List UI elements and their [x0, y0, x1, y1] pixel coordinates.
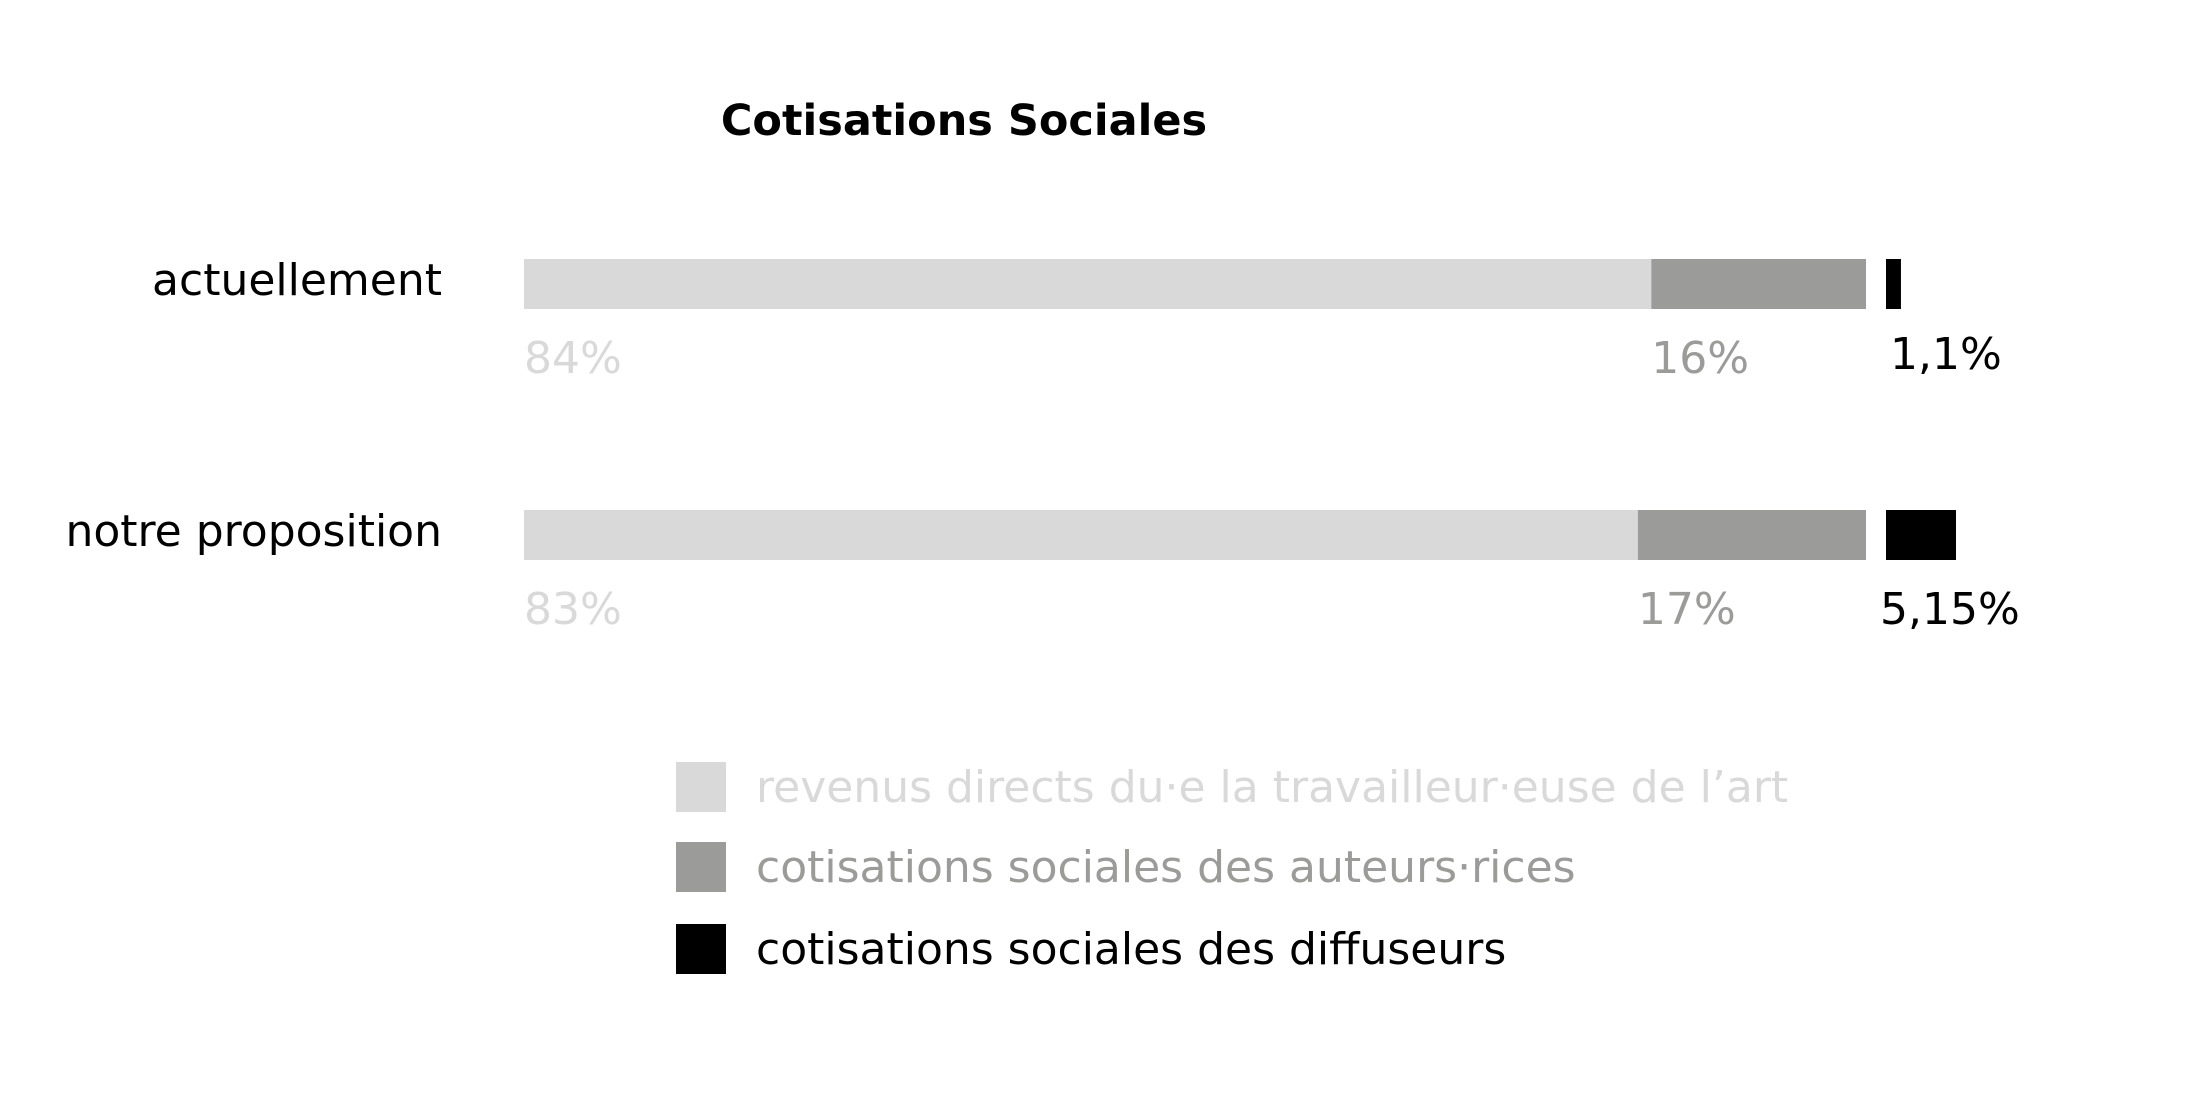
category-label: notre proposition — [66, 506, 443, 557]
value-label: 1,1% — [1890, 329, 2002, 380]
legend-label: revenus directs du·e la travailleur·euse… — [756, 762, 1788, 813]
bar-segment — [1637, 510, 1866, 560]
value-label: 16% — [1651, 333, 1749, 384]
bar-segment — [1651, 259, 1866, 309]
bar-segment — [524, 259, 1652, 309]
value-label: 83% — [524, 584, 622, 635]
bar-segment — [524, 510, 1638, 560]
value-label: 84% — [524, 333, 622, 384]
legend: revenus directs du·e la travailleur·euse… — [676, 762, 1788, 975]
bars: actuellement 84% 16% 1,1% notre proposition 8… — [66, 255, 2020, 635]
category-label: actuellement — [152, 255, 442, 306]
legend-swatch — [676, 924, 726, 974]
legend-swatch — [676, 842, 726, 892]
chart-title: Cotisations Sociales — [721, 96, 1207, 146]
bar-segment — [1886, 510, 1956, 560]
legend-label: cotisations sociales des auteurs·rices — [756, 842, 1576, 893]
legend-swatch — [676, 762, 726, 812]
value-label: 17% — [1638, 584, 1736, 635]
value-label: 5,15% — [1880, 584, 2020, 635]
legend-label: cotisations sociales des diffuseurs — [756, 924, 1506, 975]
bar-segment — [1886, 259, 1901, 309]
